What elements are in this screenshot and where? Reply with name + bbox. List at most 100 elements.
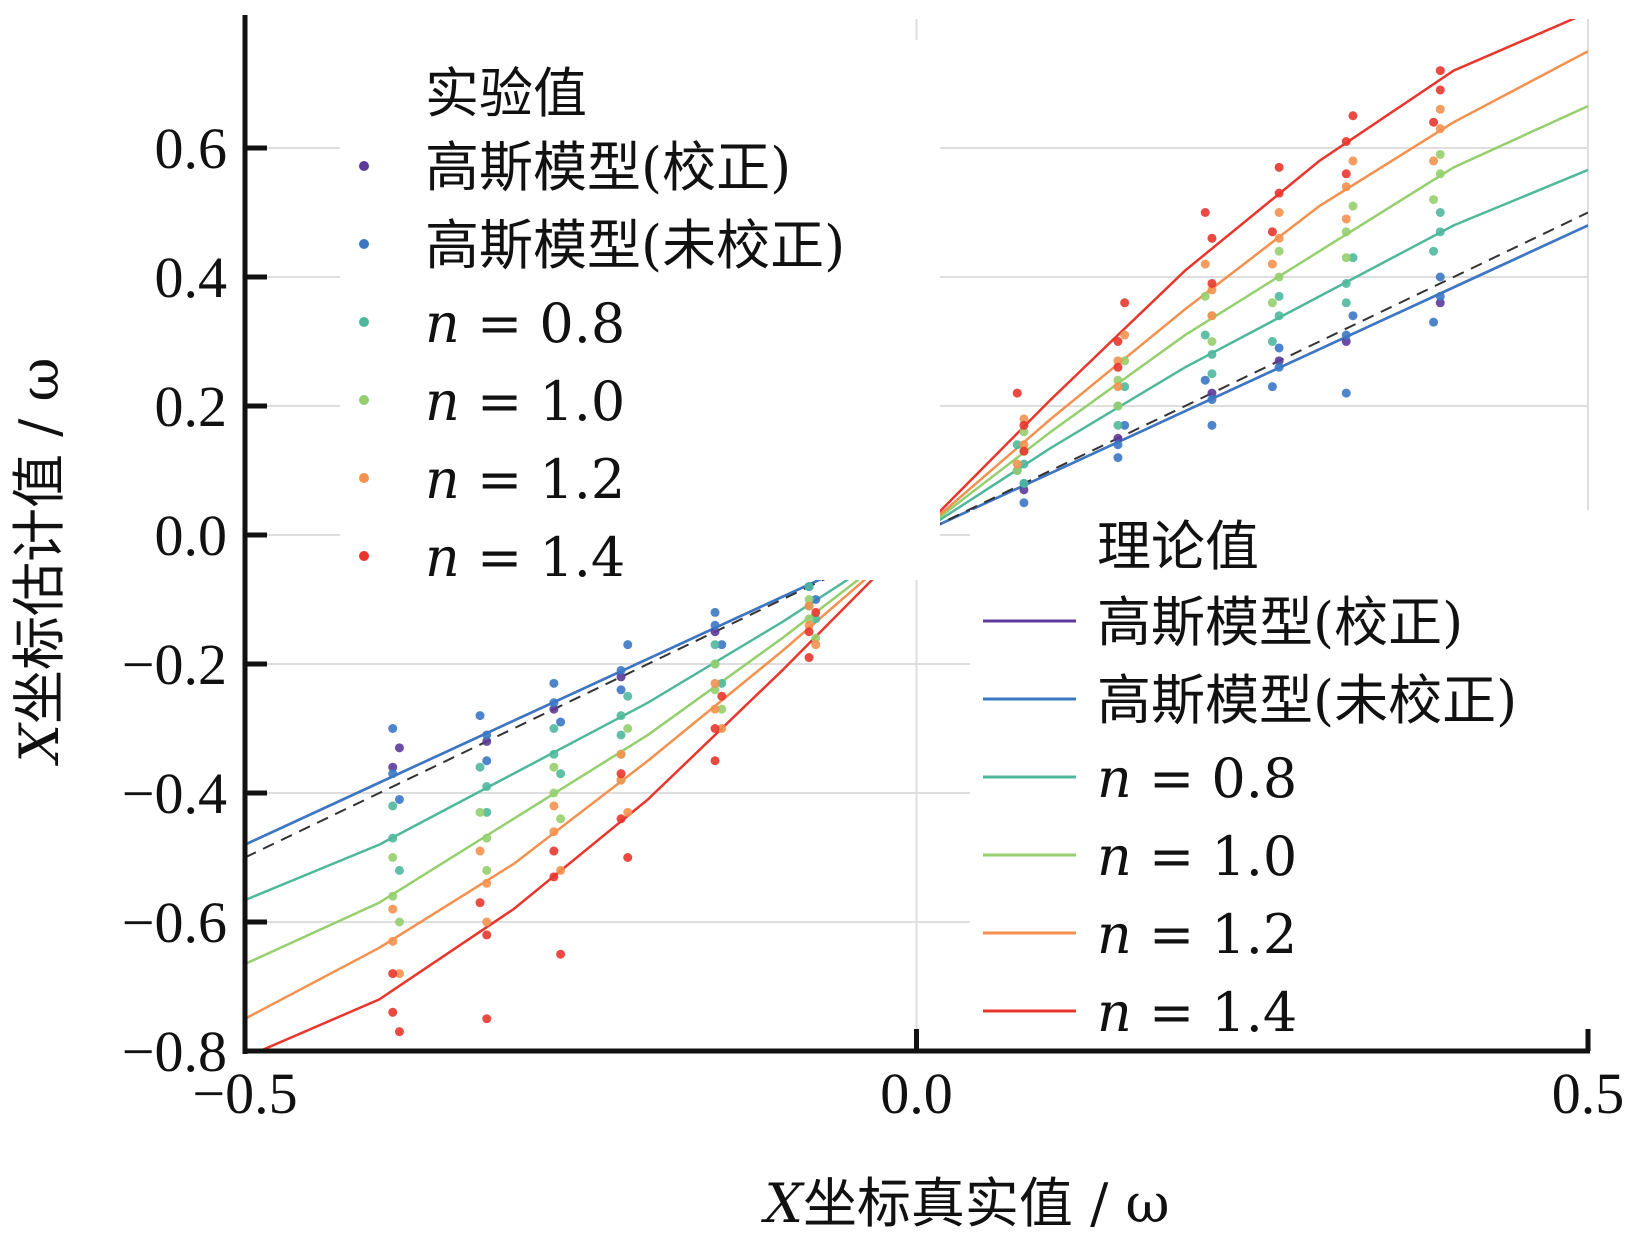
legend-marker-1	[359, 239, 369, 249]
data-point-2	[556, 769, 566, 779]
data-point-2	[811, 614, 821, 624]
scatter-legend-bg	[340, 40, 940, 580]
data-point-5	[1435, 85, 1445, 95]
data-point-5	[394, 1027, 404, 1037]
legend-marker-5	[359, 551, 369, 561]
data-point-4	[1429, 156, 1439, 166]
data-point-0	[388, 762, 398, 772]
data-point-3	[710, 659, 720, 669]
data-point-1	[549, 698, 559, 708]
data-point-5	[804, 627, 814, 637]
y-tick-label: 0.6	[155, 116, 228, 181]
data-point-4	[804, 601, 814, 611]
y-axis-title: X坐标估计值 / ω	[8, 357, 71, 766]
data-point-1	[1120, 420, 1130, 430]
legend-label-3: n = 1.0	[425, 370, 625, 433]
data-point-3	[1113, 375, 1123, 385]
data-point-5	[1341, 169, 1351, 179]
data-point-0	[1341, 337, 1351, 346]
data-point-5	[623, 853, 633, 862]
data-point-1	[1274, 343, 1284, 353]
data-point-3	[1113, 401, 1123, 411]
x-axis-title: X坐标真实值 / ω	[760, 1172, 1169, 1235]
legend-label-0: 高斯模型(校正)	[1097, 591, 1463, 654]
data-point-4	[1435, 124, 1445, 134]
data-point-3	[1267, 298, 1277, 308]
data-point-5	[556, 949, 566, 959]
data-point-3	[1019, 427, 1029, 437]
data-point-4	[482, 878, 492, 888]
legend-label-2: n = 0.8	[1097, 747, 1297, 810]
line-legend-bg	[970, 510, 1610, 1050]
data-point-5	[549, 846, 559, 856]
data-point-2	[1348, 253, 1358, 263]
data-point-1	[811, 595, 821, 604]
data-point-1	[710, 607, 720, 617]
data-point-2	[388, 833, 398, 843]
data-point-5	[1200, 208, 1210, 217]
data-point-2	[616, 730, 626, 740]
data-point-1	[1207, 420, 1217, 430]
data-point-3	[804, 614, 814, 624]
x-tick-label: −0.5	[192, 1061, 297, 1126]
data-point-1	[1019, 498, 1029, 508]
data-point-5	[482, 1014, 492, 1024]
data-point-1	[388, 724, 398, 733]
data-point-5	[549, 872, 559, 882]
data-point-3	[1435, 169, 1445, 179]
legend-label-5: n = 1.4	[1097, 981, 1297, 1044]
data-point-4	[1274, 233, 1284, 243]
data-point-5	[1348, 111, 1358, 121]
data-point-1	[623, 640, 633, 650]
data-point-5	[1435, 66, 1445, 76]
data-point-5	[388, 1007, 398, 1017]
data-point-4	[1274, 208, 1284, 217]
data-point-5	[475, 898, 485, 908]
data-point-4	[717, 724, 727, 733]
data-point-4	[475, 846, 485, 856]
data-point-2	[475, 762, 485, 772]
data-point-2	[1207, 369, 1217, 379]
legend-marker-2	[359, 317, 369, 327]
data-point-2	[1207, 349, 1217, 359]
legend-marker-4	[359, 473, 369, 483]
data-point-2	[388, 801, 398, 811]
legend-marker-0	[359, 161, 369, 171]
data-point-2	[482, 807, 492, 817]
legend-label-1: 高斯模型(未校正)	[1097, 669, 1517, 732]
data-point-4	[1341, 182, 1351, 192]
data-point-4	[388, 936, 398, 946]
data-point-4	[811, 640, 821, 650]
legend-label-0: 高斯模型(校正)	[425, 136, 791, 199]
data-point-2	[1267, 337, 1277, 346]
data-point-2	[549, 724, 559, 733]
data-point-3	[549, 762, 559, 772]
data-point-0	[1019, 485, 1029, 495]
data-point-0	[616, 672, 626, 682]
data-point-3	[811, 633, 821, 643]
data-point-0	[1435, 298, 1445, 308]
legend-label-4: n = 1.2	[1097, 903, 1297, 966]
data-point-4	[1113, 382, 1123, 392]
data-point-2	[616, 711, 626, 721]
data-point-5	[710, 724, 720, 733]
data-point-3	[710, 685, 720, 695]
data-point-1	[394, 794, 404, 804]
data-point-4	[1207, 311, 1217, 321]
legend-label-3: n = 1.0	[1097, 825, 1297, 888]
data-point-5	[482, 930, 492, 940]
data-point-2	[1120, 382, 1130, 392]
data-point-1	[482, 730, 492, 740]
data-point-2	[1341, 278, 1351, 288]
data-point-4	[556, 865, 566, 875]
data-point-1	[1207, 395, 1217, 405]
data-point-1	[549, 678, 559, 688]
data-point-2	[1274, 291, 1284, 301]
data-point-4	[623, 807, 633, 817]
data-point-1	[475, 711, 485, 721]
data-point-5	[1429, 117, 1439, 127]
data-point-2	[394, 865, 404, 875]
data-point-0	[394, 743, 404, 753]
data-point-5	[1019, 446, 1029, 456]
